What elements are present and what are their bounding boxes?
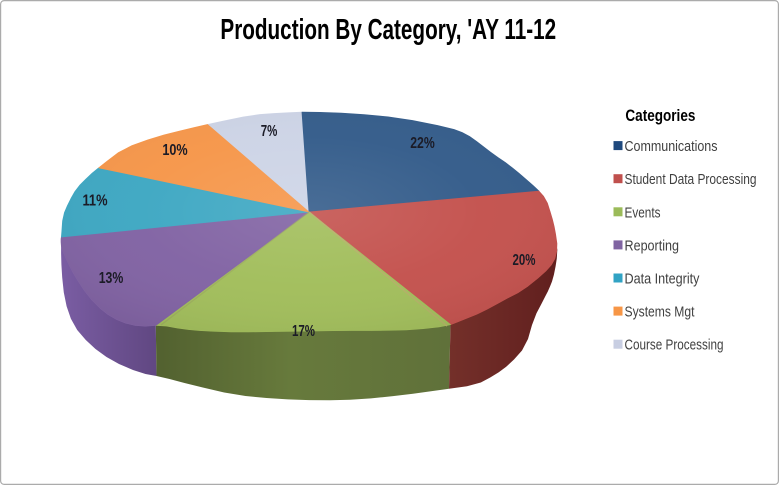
svg-text:22%: 22% (410, 135, 435, 152)
svg-text:Student Data Processing: Student Data Processing (625, 171, 757, 188)
svg-text:11%: 11% (83, 192, 108, 209)
svg-text:17%: 17% (292, 323, 315, 340)
svg-text:Events: Events (625, 204, 661, 221)
svg-text:Production By Category, 'AY 11: Production By Category, 'AY 11-12 (220, 14, 556, 46)
svg-text:Communications: Communications (625, 138, 718, 155)
svg-text:Course Processing: Course Processing (625, 337, 724, 354)
svg-text:13%: 13% (99, 270, 124, 287)
svg-text:20%: 20% (513, 252, 536, 269)
svg-text:7%: 7% (261, 123, 278, 140)
svg-text:10%: 10% (162, 142, 187, 159)
svg-text:Data Integrity: Data Integrity (625, 271, 700, 288)
svg-text:Systems Mgt: Systems Mgt (625, 304, 696, 321)
svg-text:Categories: Categories (625, 106, 695, 125)
svg-text:Reporting: Reporting (625, 237, 680, 254)
